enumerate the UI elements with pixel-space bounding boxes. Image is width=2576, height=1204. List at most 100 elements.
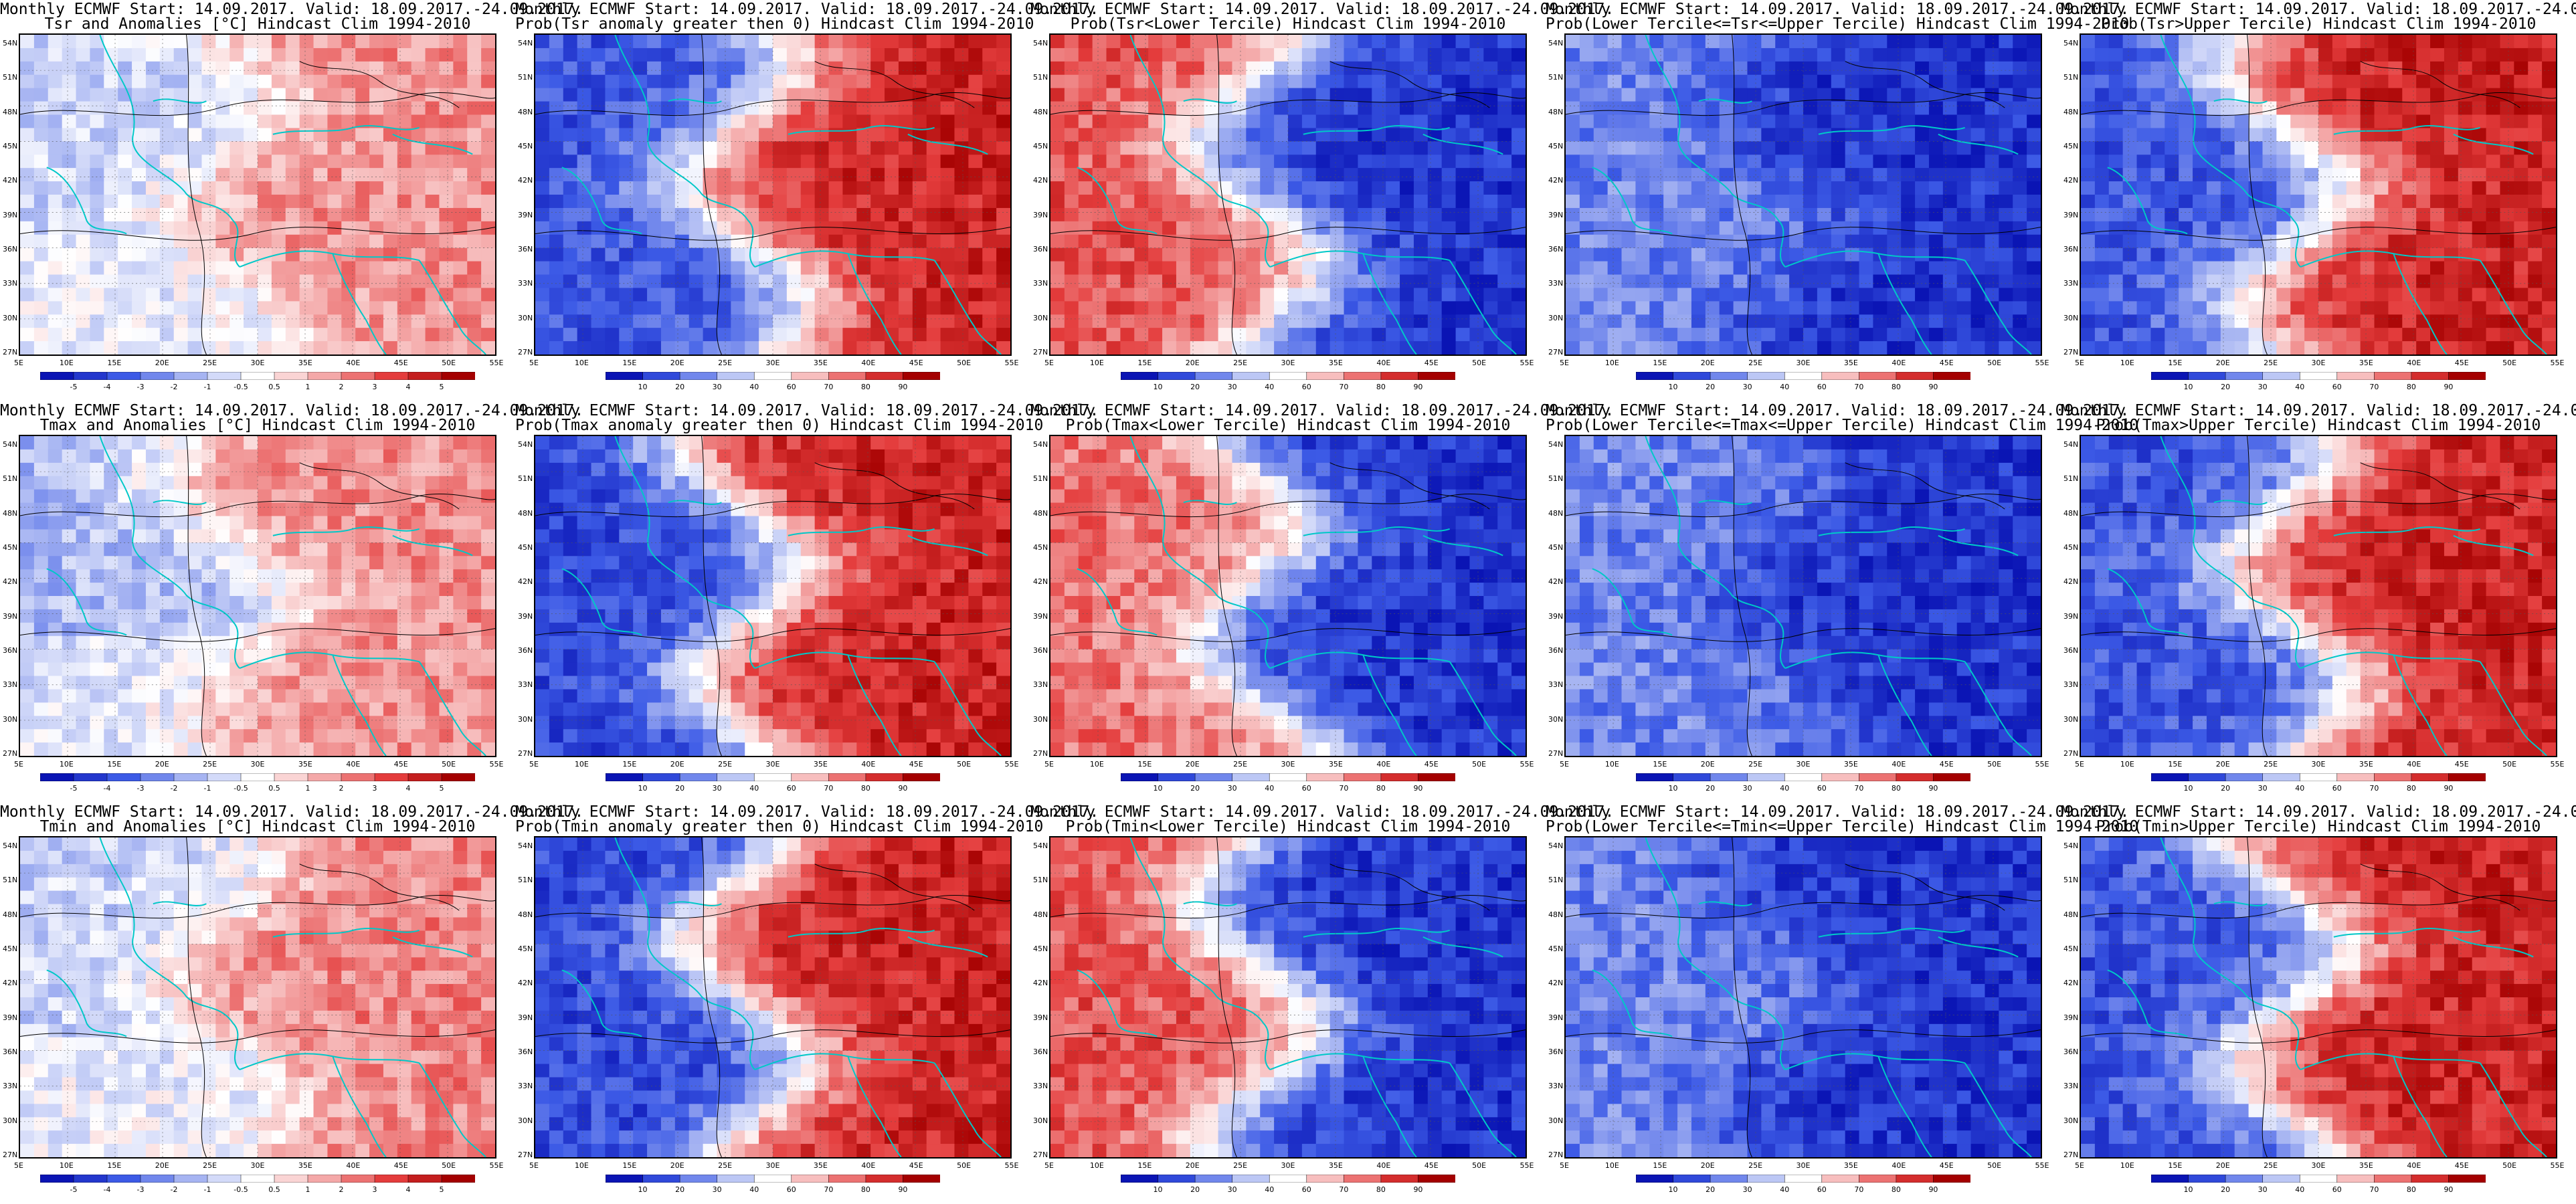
latitude-label: 30N	[518, 1116, 533, 1125]
color-scale-tick: 90	[898, 383, 908, 391]
longitude-label: 50E	[442, 359, 456, 367]
color-scale-tick: 90	[2444, 784, 2454, 793]
panel-title-line2: Tmin and Anomalies [°C] Hindcast Clim 19…	[39, 818, 476, 835]
latitude-label: 54N	[2063, 39, 2079, 47]
longitude-label: 45E	[909, 760, 923, 769]
longitude-label: 35E	[1843, 760, 1858, 769]
latitude-label: 42N	[1033, 577, 1048, 587]
longitude-label: 45E	[1424, 760, 1439, 769]
latitude-label: 48N	[1548, 508, 1564, 518]
latitude-label: 54N	[2063, 440, 2079, 449]
color-scale-tick: 10	[1668, 1185, 1678, 1194]
latitude-label: 33N	[1033, 1082, 1048, 1091]
panel-title-line1: Monthly ECMWF Start: 14.09.2017. Valid: …	[1030, 803, 1615, 821]
color-scale-tick: 30	[1742, 784, 1752, 793]
longitude-label: 10E	[59, 1161, 74, 1170]
color-scale-tick: -0.5	[234, 1185, 248, 1194]
color-scale-tick: 20	[1190, 383, 1200, 391]
latitude-label: 39N	[2063, 611, 2079, 621]
color-scale-tick: 30	[2258, 383, 2268, 391]
forecast-panel: Monthly ECMWF Start: 14.09.2017. Valid: …	[1546, 0, 2130, 401]
latitude-label: 27N	[1033, 1150, 1048, 1159]
longitude-label: 20E	[670, 359, 684, 367]
longitude-label: 10E	[2120, 1161, 2134, 1170]
forecast-map	[1049, 836, 1527, 1159]
latitude-label: 39N	[3, 611, 18, 621]
longitude-label: 45E	[1424, 1161, 1439, 1170]
color-scale-tick: 10	[1668, 383, 1678, 391]
longitude-label: 30E	[1281, 359, 1295, 367]
color-scale-tick: 60	[1817, 784, 1827, 793]
longitude-label: 45E	[2454, 359, 2469, 367]
panel-title-line1: Monthly ECMWF Start: 14.09.2017. Valid: …	[515, 1, 1099, 18]
longitude-label: 5E	[1044, 359, 1054, 367]
latitude-label: 51N	[1033, 474, 1048, 484]
longitude-label: 15E	[107, 760, 122, 769]
color-scale-bar	[40, 773, 475, 781]
panel-title-line1: Monthly ECMWF Start: 14.09.2017. Valid: …	[0, 1, 584, 18]
longitude-label: 10E	[1089, 760, 1104, 769]
color-scale-tick: 20	[675, 784, 685, 793]
longitude-label: 25E	[2264, 359, 2278, 367]
latitude-label: 54N	[518, 841, 533, 850]
latitude-label: 42N	[1033, 979, 1048, 988]
latitude-label: 33N	[3, 279, 18, 288]
latitude-label: 27N	[518, 348, 533, 357]
color-scale-tick: 10	[638, 784, 648, 793]
longitude-label: 25E	[1748, 760, 1763, 769]
color-scale-tick: 30	[1227, 1185, 1237, 1194]
longitude-label: 5E	[1560, 359, 1569, 367]
color-scale-tick: -3	[136, 784, 145, 793]
forecast-panel: Monthly ECMWF Start: 14.09.2017. Valid: …	[1546, 803, 2138, 1204]
color-scale-tick: 30	[1227, 784, 1237, 793]
latitude-label: 36N	[2063, 646, 2079, 655]
color-scale-tick: 4	[405, 1185, 411, 1194]
color-scale-tick: 0.5	[268, 383, 280, 391]
forecast-panel: Monthly ECMWF Start: 14.09.2017. Valid: …	[0, 401, 583, 803]
color-scale-bar	[606, 1175, 940, 1183]
longitude-label: 15E	[622, 760, 637, 769]
color-scale-tick: 60	[786, 784, 796, 793]
color-scale-tick: 2	[339, 1185, 344, 1194]
latitude-label: 36N	[1033, 646, 1048, 655]
latitude-label: 39N	[1033, 210, 1048, 219]
latitude-label: 36N	[1033, 1047, 1048, 1056]
latitude-label: 48N	[2063, 910, 2079, 919]
panel-title-line2: Prob(Tmax<Lower Tercile) Hindcast Clim 1…	[1065, 417, 1511, 434]
longitude-label: 40E	[861, 760, 876, 769]
forecast-map	[534, 435, 1012, 757]
color-scale-tick: 40	[1780, 383, 1790, 391]
longitude-label: 30E	[250, 1161, 265, 1170]
color-scale-tick: 30	[712, 383, 722, 391]
longitude-label: 50E	[957, 1161, 972, 1170]
latitude-label: 33N	[1033, 279, 1048, 288]
longitude-label: 20E	[1700, 760, 1715, 769]
color-scale-tick: 40	[749, 383, 759, 391]
forecast-map	[2080, 435, 2557, 757]
latitude-label: 27N	[2063, 749, 2079, 758]
longitude-label: 50E	[1987, 760, 2002, 769]
forecast-panel: Monthly ECMWF Start: 14.09.2017. Valid: …	[2061, 803, 2576, 1204]
latitude-label: 54N	[2063, 841, 2079, 850]
longitude-label: 10E	[1604, 760, 1619, 769]
panel-title-line2: Prob(Lower Tercile<=Tsr<=Upper Tercile) …	[1546, 15, 2130, 33]
latitude-label: 30N	[2063, 714, 2079, 724]
forecast-map	[2080, 836, 2557, 1159]
longitude-label: 35E	[2359, 1161, 2373, 1170]
color-scale-tick: -2	[170, 383, 178, 391]
color-scale-tick: 3	[372, 1185, 377, 1194]
color-scale-bar	[1121, 372, 1455, 380]
color-scale-tick: 3	[372, 784, 377, 793]
latitude-label: 42N	[3, 577, 18, 587]
color-scale-tick: 90	[1928, 383, 1938, 391]
latitude-label: 33N	[1548, 680, 1564, 690]
latitude-label: 51N	[2063, 876, 2079, 885]
longitude-label: 40E	[1892, 359, 1906, 367]
color-scale-tick: 4	[405, 784, 411, 793]
color-scale-tick: 90	[898, 1185, 908, 1194]
longitude-label: 5E	[14, 359, 23, 367]
longitude-label: 40E	[1376, 359, 1391, 367]
longitude-label: 50E	[442, 1161, 456, 1170]
longitude-label: 15E	[1137, 1161, 1152, 1170]
longitude-label: 25E	[1748, 359, 1763, 367]
